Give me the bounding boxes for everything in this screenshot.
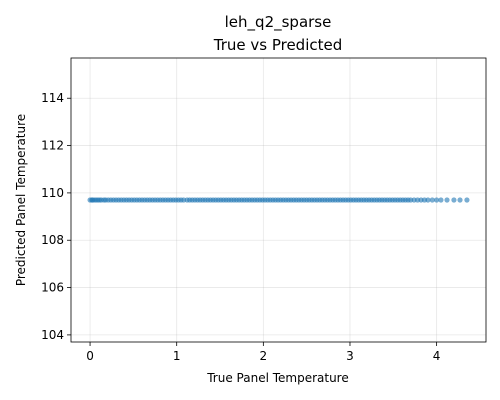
data-point bbox=[429, 197, 435, 203]
x-axis-label: True Panel Temperature bbox=[206, 371, 349, 385]
y-tick-label: 114 bbox=[41, 91, 64, 105]
x-tick-label: 0 bbox=[86, 349, 94, 363]
x-axis-ticks: 0 1 2 3 4 bbox=[86, 342, 440, 363]
y-tick-label: 104 bbox=[41, 328, 64, 342]
plot-frame bbox=[70, 57, 487, 343]
y-tick-label: 112 bbox=[41, 139, 64, 153]
y-tick-label: 108 bbox=[41, 233, 64, 247]
data-point bbox=[425, 197, 431, 203]
y-tick-label: 110 bbox=[41, 186, 64, 200]
x-tick-label: 2 bbox=[260, 349, 268, 363]
data-point bbox=[444, 197, 450, 203]
x-tick-label: 3 bbox=[346, 349, 354, 363]
chart-subtitle: True vs Predicted bbox=[213, 36, 343, 54]
chart-title: leh_q2_sparse bbox=[225, 13, 332, 32]
data-point bbox=[434, 197, 440, 203]
x-tick-label: 4 bbox=[433, 349, 441, 363]
data-point bbox=[451, 197, 457, 203]
data-point bbox=[438, 197, 444, 203]
y-tick-label: 106 bbox=[41, 281, 64, 295]
data-points bbox=[87, 197, 470, 203]
data-point bbox=[464, 197, 470, 203]
data-point bbox=[457, 197, 463, 203]
x-tick-label: 1 bbox=[173, 349, 181, 363]
y-axis-ticks: 104 106 108 110 112 114 bbox=[41, 91, 71, 342]
y-axis-label: Predicted Panel Temperature bbox=[14, 114, 28, 286]
